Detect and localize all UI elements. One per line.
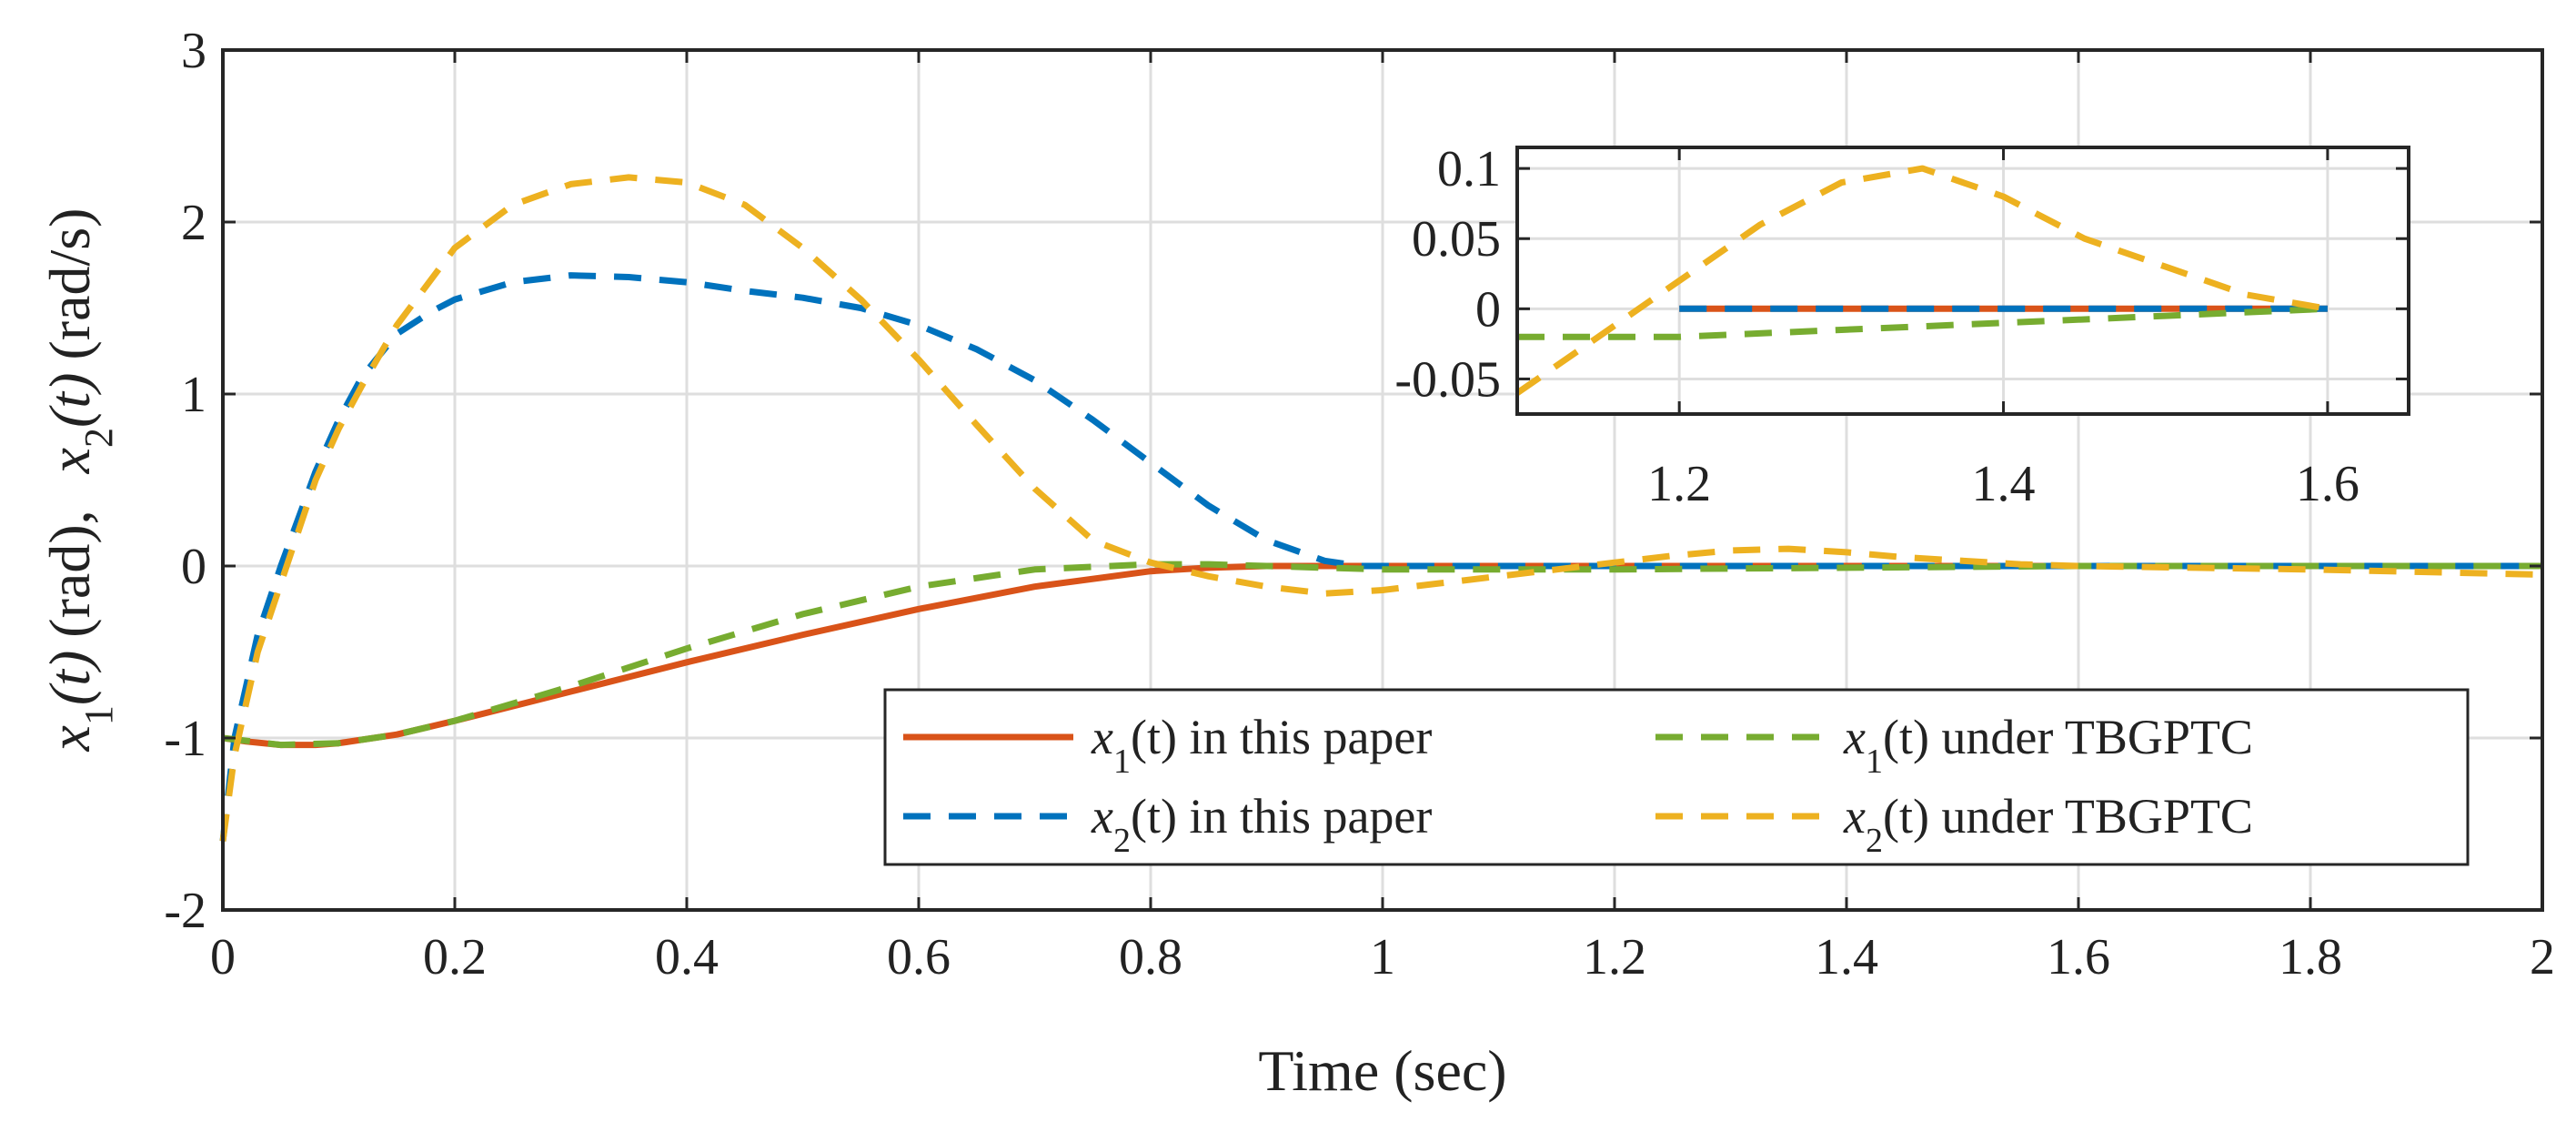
legend-label-x1-paper: x1(t) in this paper [1091,710,1432,781]
inset-y-tick-label: 0 [1475,281,1501,338]
main-y-tick-label: -1 [164,711,206,767]
main-x-tick-label: 1 [1370,929,1395,985]
main-series-line-x2-paper [219,272,2542,842]
main-x-tick-label: 1.8 [2279,929,2342,985]
inset-axes: 1.2 1.4 1.6 -0.05 0 0.05 0.1 [1394,141,2410,512]
main-y-tick-label: 0 [181,539,206,595]
main-series [219,174,2543,842]
inset-series-line-x2-tbgptc [1515,165,2329,396]
main-series-line-x1-tbgptc [222,561,2542,749]
inset-plot-frame [1515,146,2410,416]
inset-y-tick-label: -0.05 [1394,351,1501,408]
inset-series [1515,165,2329,396]
inset-y-tick-label: 0.05 [1412,211,1501,268]
y-axis-label: x1(t)(rad),x2(t)(rad/s) [37,208,121,753]
main-x-tick-label: 1.4 [1815,929,1878,985]
main-y-tick-label: 3 [181,23,206,79]
main-x-tick-label: 0.8 [1119,929,1182,985]
legend-label-x2-tbgptc: x2(t) under TBGPTC [1843,789,2253,860]
legend-label-x2-paper: x2(t) in this paper [1091,789,1432,860]
main-x-tick-label: 0.2 [423,929,487,985]
main-x-tick-label: 0 [210,929,236,985]
legend-label-x1-tbgptc: x1(t) under TBGPTC [1843,710,2253,781]
main-x-tick-label: 0.6 [887,929,951,985]
main-x-tick-label: 1.6 [2047,929,2110,985]
x-axis-label: Time (sec) [1258,1038,1506,1103]
main-series-line-x2-tbgptc [219,174,2543,842]
main-x-tick-label: 2 [2530,929,2555,985]
main-y-tick-label: -2 [164,883,206,939]
inset-x-tick-label: 1.4 [1972,456,2036,512]
inset-x-tick-label: 1.6 [2296,456,2360,512]
inset-y-tick-label: 0.1 [1437,141,1501,197]
legend-box [883,688,2470,866]
main-x-tick-label: 1.2 [1583,929,1646,985]
legend: x1(t) in this paper x2(t) in this paper … [883,688,2470,866]
inset-x-tick-label: 1.2 [1647,456,1711,512]
main-x-tick-label: 0.4 [655,929,719,985]
main-y-tick-label: 1 [181,367,206,423]
main-ticks: 0 0.2 0.4 0.6 0.8 1 1.2 1.4 1.6 1.8 2 -2 -1 0 1 2 3 [164,23,2555,985]
main-y-tick-label: 2 [181,195,206,251]
inset-ticks: 1.2 1.4 1.6 -0.05 0 0.05 0.1 [1394,141,2409,512]
inset-background [1517,147,2409,414]
